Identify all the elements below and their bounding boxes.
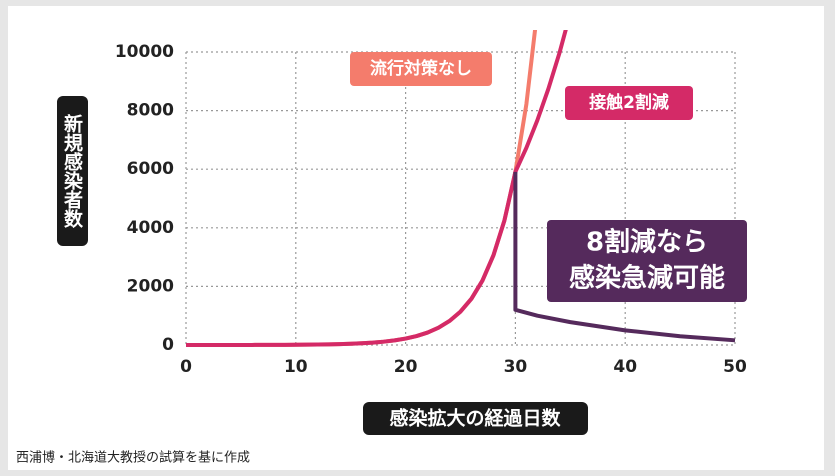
series-label-box	[350, 52, 492, 86]
y-tick-label: 0	[162, 335, 174, 355]
series-label: 流行対策なし	[370, 58, 472, 79]
x-label-box	[363, 402, 588, 435]
y-tick-label: 4000	[127, 218, 174, 238]
series-label: 8割減なら	[586, 227, 708, 258]
x-tick-label: 20	[394, 357, 418, 377]
series-line	[186, 30, 568, 347]
x-tick-label: 30	[504, 357, 528, 377]
x-tick-label: 50	[723, 357, 747, 377]
x-tick-label: 0	[180, 357, 192, 377]
x-tick-label: 40	[613, 357, 637, 377]
x-tick-label: 10	[284, 357, 308, 377]
series-label-box	[565, 86, 693, 120]
y-tick-label: 2000	[127, 276, 174, 296]
series-label: 感染急減可能	[569, 263, 725, 294]
series-line	[513, 171, 736, 343]
series-label: 接触2割減	[589, 92, 669, 113]
series-lines	[186, 30, 736, 347]
y-label-box	[57, 96, 88, 246]
y-axis-label: 新規感染者数	[61, 113, 83, 229]
y-tick-label: 8000	[127, 101, 174, 121]
y-tick-label: 10000	[115, 42, 174, 62]
series-label-box	[547, 220, 747, 302]
x-axis-label: 感染拡大の経過日数	[389, 407, 561, 430]
y-tick-label: 6000	[127, 159, 174, 179]
source-note: 西浦博・北海道大教授の試算を基に作成	[16, 450, 250, 466]
